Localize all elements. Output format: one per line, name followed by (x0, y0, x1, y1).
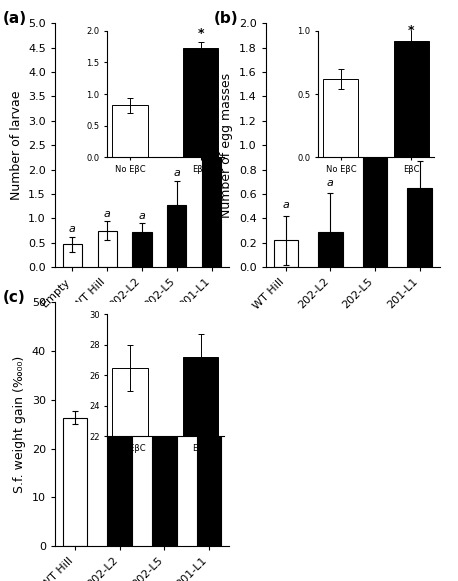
Y-axis label: Number of larvae: Number of larvae (10, 91, 22, 200)
Text: (a): (a) (3, 11, 27, 26)
Y-axis label: S.f. weight gain (‰₀₀): S.f. weight gain (‰₀₀) (13, 356, 26, 493)
Y-axis label: Number of egg masses: Number of egg masses (220, 73, 233, 218)
Bar (167, 205, 186, 267)
Bar (108, 406, 132, 546)
Text: (b): (b) (213, 11, 238, 26)
Bar (363, 109, 387, 267)
Text: a: a (173, 168, 180, 178)
Bar (318, 232, 343, 267)
Text: a: a (69, 224, 76, 234)
Text: a: a (327, 178, 334, 188)
Text: a: a (104, 209, 111, 220)
Bar (196, 420, 221, 546)
Text: a: a (138, 211, 146, 221)
Bar (98, 231, 117, 267)
Bar (273, 241, 298, 267)
Bar (132, 232, 152, 267)
Text: b: b (371, 50, 378, 60)
Bar (63, 245, 82, 267)
Text: ab: ab (413, 145, 426, 155)
Bar (202, 111, 221, 267)
Bar (407, 188, 432, 267)
Text: a: a (283, 200, 289, 210)
Text: (c): (c) (3, 290, 26, 305)
Text: b: b (208, 56, 215, 66)
Bar (152, 417, 176, 546)
Bar (63, 418, 87, 546)
